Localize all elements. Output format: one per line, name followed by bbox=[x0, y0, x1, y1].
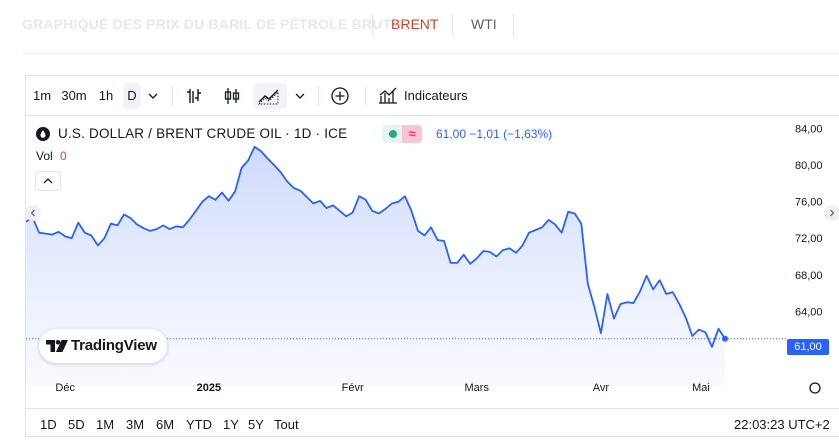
volume-label: Vol bbox=[36, 149, 53, 163]
range-1d-button[interactable]: 1D bbox=[40, 417, 57, 432]
y-axis-tick-label: 68,00 bbox=[795, 270, 823, 282]
tradingview-logo[interactable]: TradingView bbox=[39, 329, 167, 363]
collapse-legend-button[interactable] bbox=[35, 171, 61, 191]
range-3m-button[interactable]: 3M bbox=[126, 417, 145, 432]
timezone-clock[interactable]: 22:03:23 UTC+2 bbox=[734, 417, 830, 432]
price-point bbox=[722, 335, 728, 342]
scroll-right-button[interactable] bbox=[824, 205, 839, 221]
interval-d-button[interactable]: D bbox=[123, 83, 141, 109]
candles-icon[interactable] bbox=[219, 83, 245, 109]
chart-toolbar: 1m 30m 1h D Indicateurs bbox=[26, 76, 839, 116]
y-axis-tick-label: 64,00 bbox=[795, 306, 823, 318]
range-bar: 1D 5D 1M 3M 6M YTD 1Y 5Y Tout 22:03:23 U… bbox=[26, 408, 839, 438]
x-axis-tick-label: Mars bbox=[465, 382, 490, 394]
tab-divider bbox=[513, 14, 514, 36]
interval-1m-button[interactable]: 1m bbox=[32, 88, 52, 103]
chevron-down-icon[interactable] bbox=[143, 83, 163, 109]
interval-1h-button[interactable]: 1h bbox=[98, 88, 114, 103]
x-axis-tick-label: Févr bbox=[342, 382, 364, 394]
chevron-left-icon bbox=[30, 209, 35, 217]
y-axis-tick-label: 80,00 bbox=[795, 160, 823, 172]
area-chart-icon[interactable] bbox=[253, 83, 287, 109]
last-price-tag: 61,00 bbox=[787, 339, 829, 355]
chart-plot-area[interactable]: 84,0080,0076,0072,0068,0064,0060,00Déc20… bbox=[26, 116, 839, 408]
x-axis-tick-label: Mai bbox=[692, 382, 710, 394]
chevron-down-icon[interactable] bbox=[290, 83, 310, 109]
x-axis-tick-label: 2025 bbox=[197, 382, 221, 394]
bar-chart-icon[interactable] bbox=[181, 83, 207, 109]
legend-change: −1,01 bbox=[469, 127, 500, 141]
chevron-up-icon bbox=[43, 178, 53, 184]
indicators-button[interactable]: Indicateurs bbox=[404, 88, 468, 103]
legend-values: 61,00 −1,01 (−1,63%) bbox=[436, 125, 552, 143]
toolbar-divider bbox=[318, 86, 319, 106]
x-axis-tick-label: Déc bbox=[55, 382, 75, 394]
legend-change-pct: (−1,63%) bbox=[503, 127, 553, 141]
tab-divider bbox=[372, 14, 373, 36]
range-5d-button[interactable]: 5D bbox=[68, 417, 85, 432]
symbol-title[interactable]: U.S. DOLLAR / BRENT CRUDE OIL · 1D · ICE bbox=[58, 126, 348, 141]
market-status-badge[interactable]: ≈ bbox=[382, 125, 422, 143]
y-axis-tick-label: 72,00 bbox=[795, 233, 823, 245]
tab-divider bbox=[452, 14, 453, 36]
range-1y-button[interactable]: 1Y bbox=[223, 417, 239, 432]
range-ytd-button[interactable]: YTD bbox=[186, 417, 212, 432]
header-divider bbox=[22, 53, 839, 54]
interval-30m-button[interactable]: 30m bbox=[61, 88, 87, 103]
axis-settings-icon[interactable] bbox=[809, 382, 821, 394]
chevron-right-icon bbox=[830, 209, 835, 217]
price-area-fill bbox=[26, 146, 725, 386]
plus-circle-icon[interactable] bbox=[327, 83, 353, 109]
indicators-icon[interactable] bbox=[374, 83, 400, 109]
range-5y-button[interactable]: 5Y bbox=[248, 417, 264, 432]
x-axis-tick-label: Avr bbox=[593, 382, 610, 394]
tradingview-mark-icon bbox=[46, 340, 68, 352]
price-line bbox=[26, 145, 726, 348]
range-all-button[interactable]: Tout bbox=[274, 417, 299, 432]
volume-value: 0 bbox=[60, 149, 67, 163]
legend-last-price: 61,00 bbox=[436, 127, 467, 141]
y-axis-tick-label: 76,00 bbox=[795, 197, 823, 209]
range-6m-button[interactable]: 6M bbox=[156, 417, 175, 432]
toolbar-divider bbox=[365, 86, 366, 106]
page-title: GRAPHIQUE DES PRIX DU BARIL DE PÉTROLE B… bbox=[22, 16, 392, 32]
scroll-left-button[interactable] bbox=[26, 205, 41, 221]
chart-widget: 1m 30m 1h D Indicateurs bbox=[25, 75, 839, 437]
approx-icon: ≈ bbox=[402, 125, 422, 143]
tab-brent[interactable]: BRENT bbox=[391, 16, 439, 32]
oil-drop-icon bbox=[36, 127, 50, 141]
range-1m-button[interactable]: 1M bbox=[96, 417, 115, 432]
tab-wti[interactable]: WTI bbox=[471, 16, 497, 32]
price-chart-svg: 84,0080,0076,0072,0068,0064,0060,00Déc20… bbox=[26, 124, 823, 394]
tradingview-logo-text: TradingView bbox=[71, 337, 157, 354]
page-header: GRAPHIQUE DES PRIX DU BARIL DE PÉTROLE B… bbox=[0, 0, 839, 52]
toolbar-divider bbox=[172, 86, 173, 106]
market-open-dot-icon bbox=[389, 130, 397, 138]
y-axis-tick-label: 84,00 bbox=[795, 124, 823, 136]
